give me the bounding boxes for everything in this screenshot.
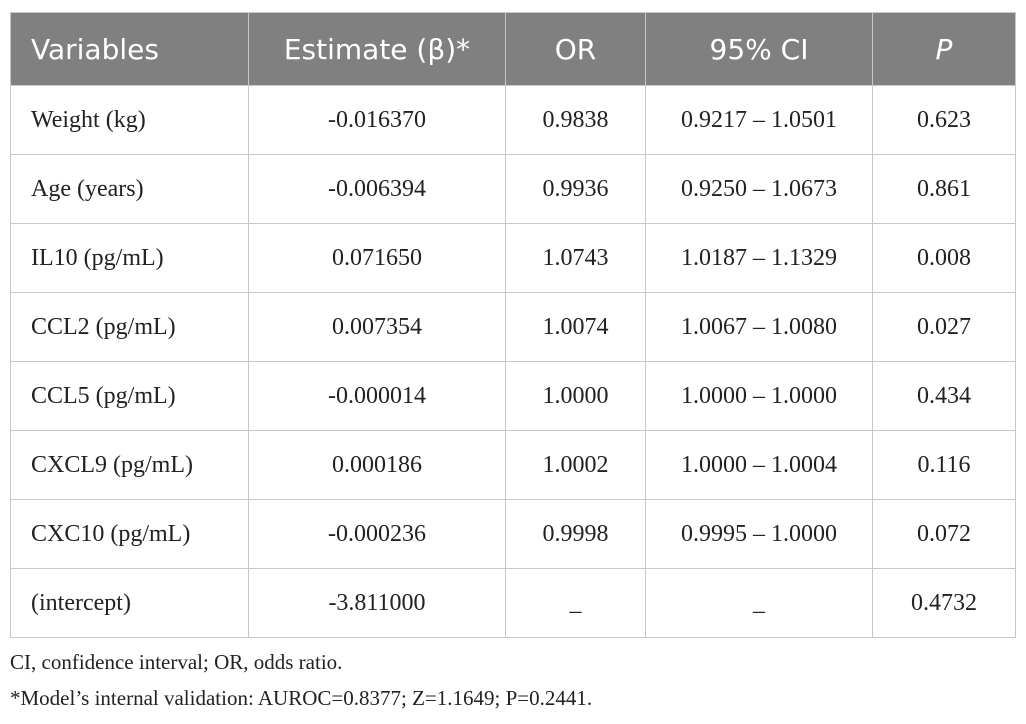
table-cell: _: [645, 568, 873, 638]
table-cell: CXCL9 (pg/mL): [10, 430, 249, 500]
header-cell: OR: [505, 12, 646, 86]
table-cell: 0.9250 – 1.0673: [645, 154, 873, 224]
footnote: *Model’s internal validation: AUROC=0.83…: [10, 686, 593, 710]
table-cell: -0.016370: [248, 85, 506, 155]
header-cell: P: [872, 12, 1016, 86]
table-wrapper: Variables Estimate (β)* OR 95% CI P Weight (…: [10, 12, 1016, 638]
table-cell: 0.071650: [248, 223, 506, 293]
table-cell: 1.0002: [505, 430, 646, 500]
table-body: Weight (kg) -0.016370 0.9838 0.9217 – 1.050…: [10, 85, 1016, 638]
table-cell: (intercept): [10, 568, 249, 638]
table-cell: -0.000236: [248, 499, 506, 569]
table-cell: 1.0074: [505, 292, 646, 362]
table-cell: 1.0000 – 1.0000: [645, 361, 873, 431]
table-row: Weight (kg) -0.016370 0.9838 0.9217 – 1.050…: [10, 85, 1016, 155]
table-cell: 0.9936: [505, 154, 646, 224]
header-row: Variables Estimate (β)* OR 95% CI P: [10, 12, 1016, 86]
header-cell: Estimate (β)*: [248, 12, 506, 86]
table-cell: 1.0743: [505, 223, 646, 293]
table-cell: 0.008: [872, 223, 1016, 293]
table-cell: 0.9995 – 1.0000: [645, 499, 873, 569]
table-cell: CXC10 (pg/mL): [10, 499, 249, 569]
header-cell: Variables: [10, 12, 249, 86]
table-row: CCL2 (pg/mL) 0.007354 1.0074 1.0067 – 1.008…: [10, 292, 1016, 362]
table-cell: CCL2 (pg/mL): [10, 292, 249, 362]
table-cell: 1.0067 – 1.0080: [645, 292, 873, 362]
table-cell: -3.811000: [248, 568, 506, 638]
table-cell: Weight (kg): [10, 85, 249, 155]
table-cell: Age (years): [10, 154, 249, 224]
table-cell: 0.007354: [248, 292, 506, 362]
results-table: Variables Estimate (β)* OR 95% CI P Weight (…: [10, 12, 1016, 638]
table-cell: 0.9838: [505, 85, 646, 155]
table-row: Age (years) -0.006394 0.9936 0.9250 – 1.067…: [10, 154, 1016, 224]
table-head: Variables Estimate (β)* OR 95% CI P: [10, 12, 1016, 86]
table-row: IL10 (pg/mL) 0.071650 1.0743 1.0187 – 1.132…: [10, 223, 1016, 293]
table-row: CXCL9 (pg/mL) 0.000186 1.0002 1.0000 – 1.00…: [10, 430, 1016, 500]
footnote: CI, confidence interval; OR, odds ratio.: [10, 650, 343, 674]
table-cell: 1.0000: [505, 361, 646, 431]
table-cell: 0.9217 – 1.0501: [645, 85, 873, 155]
table-row: (intercept) -3.811000 _ _ 0.4732: [10, 568, 1016, 638]
table-cell: 0.072: [872, 499, 1016, 569]
table-cell: CCL5 (pg/mL): [10, 361, 249, 431]
table-cell: 1.0000 – 1.0004: [645, 430, 873, 500]
table-cell: 0.434: [872, 361, 1016, 431]
table-cell: -0.000014: [248, 361, 506, 431]
table-row: CXC10 (pg/mL) -0.000236 0.9998 0.9995 – 1.0…: [10, 499, 1016, 569]
header-cell: 95% CI: [645, 12, 873, 86]
table-cell: _: [505, 568, 646, 638]
table-cell: 1.0187 – 1.1329: [645, 223, 873, 293]
table-cell: 0.000186: [248, 430, 506, 500]
table-cell: 0.861: [872, 154, 1016, 224]
table-cell: -0.006394: [248, 154, 506, 224]
table-cell: 0.116: [872, 430, 1016, 500]
table-row: CCL5 (pg/mL) -0.000014 1.0000 1.0000 – 1.00…: [10, 361, 1016, 431]
table-cell: 0.623: [872, 85, 1016, 155]
table-cell: IL10 (pg/mL): [10, 223, 249, 293]
table-cell: 0.9998: [505, 499, 646, 569]
table-cell: 0.027: [872, 292, 1016, 362]
table-cell: 0.4732: [872, 568, 1016, 638]
